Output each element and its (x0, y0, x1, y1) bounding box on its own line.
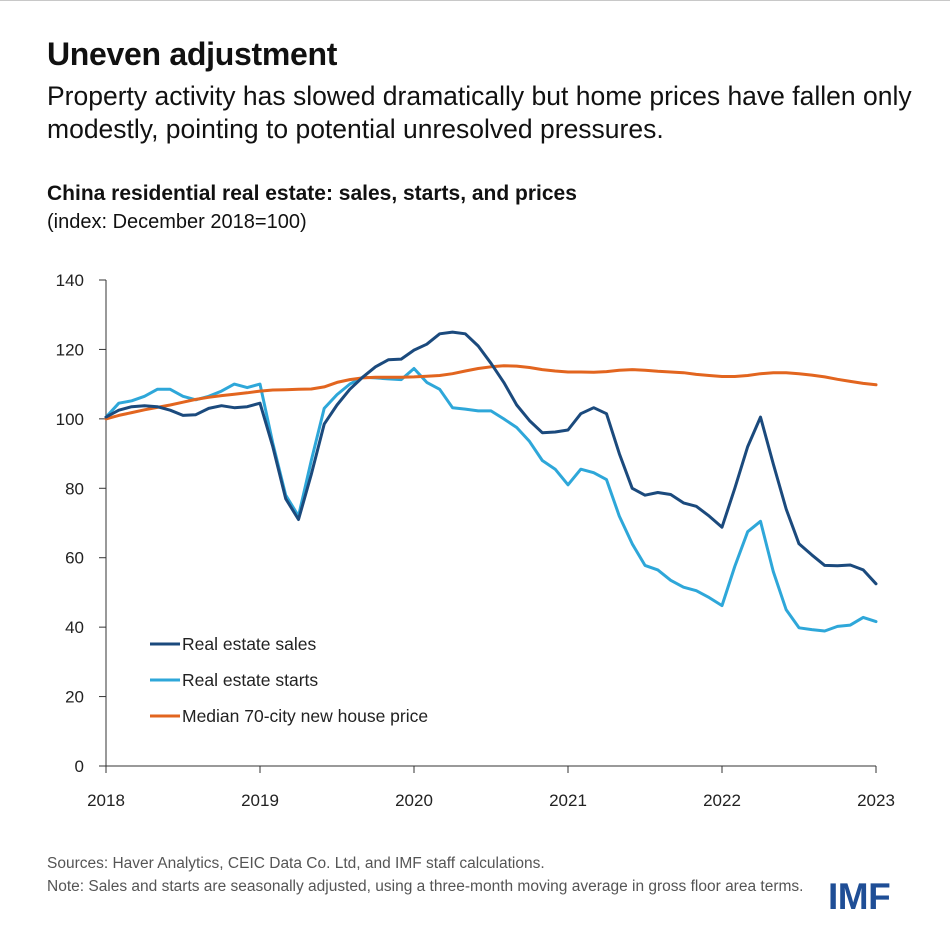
series-line-2 (104, 364, 878, 421)
x-tick-label: 2019 (241, 791, 279, 810)
legend-label-0: Real estate sales (182, 634, 316, 654)
x-tick-label: 2023 (857, 791, 895, 810)
y-tick-label: 140 (56, 271, 84, 290)
top-divider (0, 0, 950, 1)
chart-title: China residential real estate: sales, st… (47, 182, 577, 205)
series-line-0 (104, 330, 878, 586)
y-tick-label: 100 (56, 410, 84, 429)
chart-subtitle: (index: December 2018=100) (47, 211, 307, 233)
legend-label-2: Median 70-city new house price (182, 706, 428, 726)
series-line-1 (104, 367, 878, 633)
x-tick-label: 2018 (87, 791, 125, 810)
chart-legend: Real estate sales Real estate starts Media… (150, 634, 428, 726)
sources-text: Sources: Haver Analytics, CEIC Data Co. … (47, 855, 545, 872)
y-tick-label: 120 (56, 340, 84, 359)
imf-logo: IMF (828, 876, 891, 917)
chart-sources: Sources: Haver Analytics, CEIC Data Co. … (47, 852, 807, 898)
x-tick-label: 2021 (549, 791, 587, 810)
x-tick-label: 2022 (703, 791, 741, 810)
note-text: Note: Sales and starts are seasonally ad… (47, 878, 804, 895)
legend-label-1: Real estate starts (182, 670, 318, 690)
chart-lines (104, 330, 878, 633)
page-subtitle: Property activity has slowed dramaticall… (47, 81, 912, 144)
y-tick-label: 20 (65, 688, 84, 707)
y-tick-label: 0 (75, 757, 84, 776)
x-tick-label: 2020 (395, 791, 433, 810)
chart-axes: 0 20 40 60 80 100 120 140 2018 2019 2020 2021 2022 20… (56, 271, 895, 810)
y-tick-label: 60 (65, 549, 84, 568)
y-tick-label: 80 (65, 479, 84, 498)
y-tick-label: 40 (65, 618, 84, 637)
page-title: Uneven adjustment (47, 36, 338, 72)
